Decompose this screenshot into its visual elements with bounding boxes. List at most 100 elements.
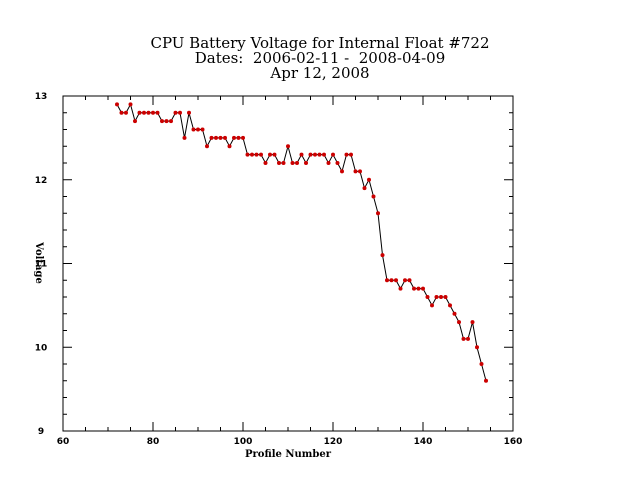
x-tick-label: 60 xyxy=(57,437,70,447)
data-point xyxy=(196,127,200,132)
data-point xyxy=(335,161,340,165)
data-point xyxy=(128,102,133,107)
data-point xyxy=(205,144,209,149)
data-point xyxy=(380,253,385,258)
data-point xyxy=(304,161,308,165)
data-point xyxy=(362,186,367,191)
chart-title-line-1: CPU Battery Voltage for Internal Float #… xyxy=(150,34,490,52)
data-point xyxy=(250,152,254,157)
data-point xyxy=(263,161,268,165)
data-point xyxy=(281,161,286,165)
data-point xyxy=(155,110,160,115)
x-tick-label: 160 xyxy=(504,437,523,447)
data-point xyxy=(403,278,407,283)
data-point xyxy=(191,127,196,132)
data-point xyxy=(115,102,119,107)
data-point xyxy=(349,152,353,157)
data-point xyxy=(416,286,421,291)
data-point xyxy=(137,110,142,115)
data-point xyxy=(358,169,362,174)
data-point xyxy=(313,152,317,157)
y-tick-label: 10 xyxy=(35,343,48,353)
data-point xyxy=(272,152,277,157)
data-point xyxy=(470,320,475,325)
data-point xyxy=(223,135,227,140)
data-point xyxy=(160,119,164,124)
data-point xyxy=(200,127,205,132)
chart-title-line-2: Dates: 2006-02-11 - 2008-04-09 xyxy=(194,49,446,67)
data-point xyxy=(187,110,191,115)
data-point xyxy=(371,194,376,199)
data-point xyxy=(461,336,466,341)
data-point xyxy=(457,320,461,325)
series-group xyxy=(115,102,488,383)
data-point xyxy=(389,278,394,283)
data-point xyxy=(448,303,452,308)
y-tick-label: 9 xyxy=(38,427,44,437)
data-point xyxy=(308,152,313,157)
chart-title: CPU Battery Voltage for Internal Float #… xyxy=(0,36,640,81)
data-point xyxy=(178,110,182,115)
data-point xyxy=(214,135,218,140)
data-point xyxy=(353,169,358,174)
data-point xyxy=(133,119,137,124)
data-point xyxy=(425,295,430,299)
data-point xyxy=(268,152,272,157)
y-tick-label: 13 xyxy=(35,92,48,102)
data-point xyxy=(232,135,236,140)
data-point xyxy=(340,169,344,174)
data-point xyxy=(173,110,178,115)
data-point xyxy=(227,144,232,149)
data-point xyxy=(344,152,349,157)
data-point xyxy=(259,152,263,157)
data-point xyxy=(124,110,128,115)
data-point xyxy=(484,378,488,383)
x-tick-label: 80 xyxy=(147,437,160,447)
data-point xyxy=(236,135,241,140)
data-point xyxy=(164,119,169,124)
series-line xyxy=(116,103,487,381)
x-axis-label: Profile Number xyxy=(245,449,332,460)
data-point xyxy=(286,144,290,149)
y-axis-label: Voltage xyxy=(33,241,44,284)
x-tick-label: 120 xyxy=(324,437,343,447)
data-point xyxy=(151,110,155,115)
data-point xyxy=(367,177,371,182)
data-point xyxy=(479,362,484,366)
data-point xyxy=(146,110,151,115)
data-point xyxy=(322,152,326,157)
data-point xyxy=(398,286,403,291)
data-point xyxy=(241,135,245,140)
data-point xyxy=(245,152,250,157)
data-point xyxy=(434,295,439,299)
data-point xyxy=(299,152,304,157)
data-point xyxy=(326,161,331,165)
data-point xyxy=(277,161,281,165)
data-point xyxy=(331,152,335,157)
data-point xyxy=(142,110,146,115)
data-point xyxy=(475,345,479,350)
x-tick-label: 140 xyxy=(414,437,433,447)
data-point xyxy=(290,161,295,165)
data-point xyxy=(407,278,412,283)
data-point xyxy=(295,161,299,165)
data-point xyxy=(452,311,457,316)
data-point xyxy=(182,135,187,140)
data-point xyxy=(317,152,322,157)
x-tick-label: 100 xyxy=(234,437,253,447)
chart-title-line-3: Apr 12, 2008 xyxy=(270,64,370,82)
data-point xyxy=(254,152,259,157)
y-tick-label: 12 xyxy=(35,176,48,186)
axes-group: 60 80 100 120 140 160 9 10 11 12 13 xyxy=(35,92,523,447)
data-point xyxy=(430,303,434,308)
data-point xyxy=(385,278,389,283)
data-point xyxy=(421,286,425,291)
data-point xyxy=(412,286,416,291)
data-point xyxy=(376,211,380,216)
y-tick-label: 11 xyxy=(35,260,48,270)
data-point xyxy=(119,110,124,115)
data-point xyxy=(439,295,443,299)
data-point xyxy=(218,135,223,140)
data-point xyxy=(466,336,470,341)
